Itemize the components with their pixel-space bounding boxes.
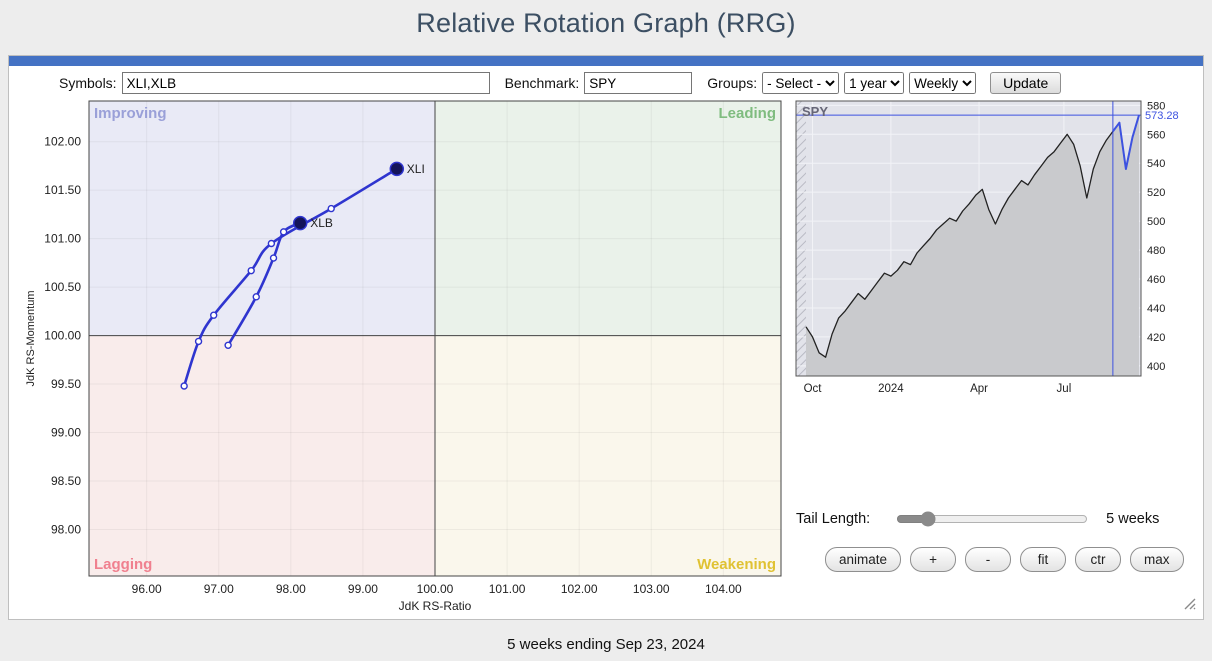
main-panel: Symbols: Benchmark: Groups: - Select - 1… (8, 55, 1204, 620)
tail-length-slider[interactable] (896, 511, 1089, 527)
tail-length-value: 5 weeks (1106, 511, 1160, 527)
svg-text:520: 520 (1147, 187, 1165, 199)
svg-text:XLI: XLI (407, 162, 425, 176)
svg-text:500: 500 (1147, 216, 1165, 228)
panel-top-accent-bar (9, 56, 1203, 66)
svg-text:100.00: 100.00 (44, 329, 81, 343)
svg-text:Jul: Jul (1057, 383, 1072, 395)
max-button[interactable]: max (1130, 547, 1184, 572)
svg-text:102.00: 102.00 (44, 135, 81, 149)
svg-text:440: 440 (1147, 303, 1165, 315)
svg-text:Apr: Apr (970, 383, 988, 395)
svg-text:100.00: 100.00 (417, 582, 454, 596)
svg-text:101.00: 101.00 (489, 582, 526, 596)
svg-text:560: 560 (1147, 129, 1165, 141)
symbols-label: Symbols: (59, 75, 117, 91)
benchmark-price-chart: 400 420 440 460 480 500 520 540 560 580 Oct 2024 Apr… (795, 100, 1179, 395)
svg-text:100.50: 100.50 (44, 280, 81, 294)
app-header: Relative Rotation Graph (RRG) (0, 0, 1212, 46)
frequency-select[interactable]: Weekly (909, 72, 977, 94)
symbols-input[interactable] (121, 72, 490, 94)
svg-text:Oct: Oct (804, 383, 823, 395)
resize-handle-icon[interactable] (1182, 596, 1196, 610)
svg-text:99.50: 99.50 (51, 377, 81, 391)
svg-text:SPY: SPY (802, 104, 828, 119)
rrg-chart[interactable]: 96.00 97.00 98.00 99.00 100.00 101.00 102.00 10… (21, 97, 791, 613)
page-title: Relative Rotation Graph (RRG) (416, 7, 796, 38)
svg-text:96.00: 96.00 (132, 582, 162, 596)
svg-text:580: 580 (1147, 100, 1165, 112)
benchmark-input[interactable] (584, 72, 693, 94)
tail-length-control: Tail Length: 5 weeks (796, 509, 1196, 529)
svg-text:2024: 2024 (878, 383, 904, 395)
svg-text:99.00: 99.00 (348, 582, 378, 596)
svg-text:103.00: 103.00 (633, 582, 670, 596)
svg-text:420: 420 (1147, 332, 1165, 344)
svg-text:98.50: 98.50 (51, 474, 81, 488)
update-button[interactable]: Update (990, 72, 1062, 94)
groups-select[interactable]: - Select - (762, 72, 840, 94)
svg-text:JdK RS-Momentum: JdK RS-Momentum (25, 291, 37, 387)
svg-text:98.00: 98.00 (276, 582, 306, 596)
zoom-out-button[interactable]: - (965, 547, 1012, 572)
svg-text:XLB: XLB (310, 216, 333, 230)
svg-text:Weakening: Weakening (697, 556, 776, 573)
tail-length-label: Tail Length: (796, 511, 871, 527)
svg-text:104.00: 104.00 (705, 582, 742, 596)
zoom-in-button[interactable]: + (910, 547, 957, 572)
groups-label: Groups: (707, 75, 758, 91)
period-select[interactable]: 1 year (844, 72, 905, 94)
svg-text:101.50: 101.50 (44, 183, 81, 197)
svg-text:573.28: 573.28 (1145, 110, 1179, 122)
svg-text:99.00: 99.00 (51, 426, 81, 440)
svg-text:400: 400 (1147, 361, 1165, 373)
toolbar: Symbols: Benchmark: Groups: - Select - 1… (9, 66, 1203, 99)
animate-button[interactable]: animate (825, 547, 902, 572)
chart-control-buttons: animate + - fit ctr max (825, 547, 1184, 572)
svg-text:480: 480 (1147, 245, 1165, 257)
svg-text:101.00: 101.00 (44, 232, 81, 246)
svg-text:102.00: 102.00 (561, 582, 598, 596)
svg-text:JdK RS-Ratio: JdK RS-Ratio (399, 599, 472, 613)
center-button[interactable]: ctr (1075, 547, 1122, 572)
svg-text:97.00: 97.00 (204, 582, 234, 596)
svg-text:Lagging: Lagging (94, 556, 152, 573)
svg-text:Leading: Leading (718, 105, 776, 122)
benchmark-label: Benchmark: (504, 75, 580, 91)
svg-text:Improving: Improving (94, 105, 167, 122)
svg-text:98.00: 98.00 (51, 522, 81, 536)
fit-button[interactable]: fit (1020, 547, 1067, 572)
svg-text:460: 460 (1147, 274, 1165, 286)
status-footer: 5 weeks ending Sep 23, 2024 (507, 636, 705, 653)
svg-text:540: 540 (1147, 158, 1165, 170)
